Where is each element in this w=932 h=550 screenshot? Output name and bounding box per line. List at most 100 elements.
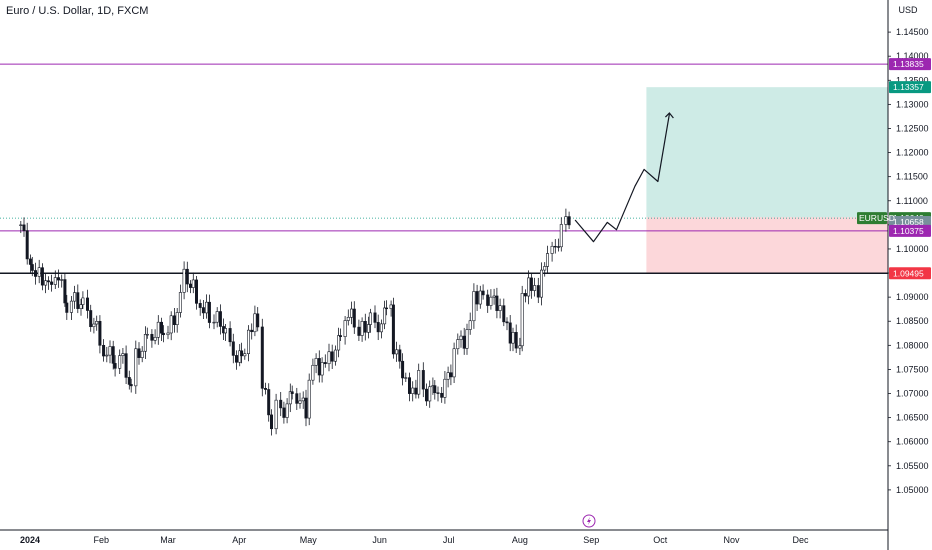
candle-up: [349, 308, 353, 318]
candle-up: [153, 336, 157, 341]
candle-up: [108, 346, 112, 356]
candle-up: [489, 296, 493, 306]
y-tick-label: 1.09000: [896, 292, 929, 302]
candle-up: [404, 377, 408, 379]
tag-target: [889, 81, 931, 94]
candle-down: [414, 387, 418, 395]
candle-down: [352, 308, 356, 328]
candle-down: [28, 258, 32, 265]
candle-up: [327, 351, 331, 365]
y-tick-label: 1.12000: [896, 148, 929, 158]
y-tick-label: 1.13000: [896, 99, 929, 109]
candle-down: [323, 362, 327, 365]
candle-up: [73, 292, 77, 302]
x-tick-label: May: [300, 535, 318, 545]
candle-up: [417, 370, 421, 395]
candle-up: [298, 400, 302, 404]
projection-path[interactable]: [574, 113, 670, 243]
candle-up: [224, 328, 228, 334]
candle-down: [30, 264, 34, 271]
candle-up: [468, 320, 472, 330]
stop-zone[interactable]: [646, 217, 888, 274]
candle-up: [452, 348, 456, 378]
candle-down: [424, 388, 428, 402]
y-tick-label: 1.06000: [896, 437, 929, 447]
candle-down: [317, 358, 321, 376]
candle-up: [428, 386, 432, 402]
candle-down: [160, 321, 164, 334]
candle-down: [240, 350, 244, 357]
candle-up: [383, 307, 387, 325]
candle-up: [212, 321, 216, 324]
candle-down: [207, 301, 211, 323]
candle-up: [520, 293, 524, 347]
candle-up: [285, 403, 289, 418]
candle-down: [282, 407, 286, 418]
symbol-title[interactable]: Euro / U.S. Dollar, 1D, FXCM: [6, 5, 149, 17]
candle-up: [274, 399, 278, 430]
candle-down: [46, 280, 50, 283]
candle-up: [465, 329, 469, 349]
candle-down: [56, 277, 60, 281]
candle-up: [53, 277, 57, 285]
candle-up: [288, 391, 292, 405]
y-tick-label: 1.05000: [896, 485, 929, 495]
candle-up: [366, 324, 370, 333]
candle-down: [376, 322, 380, 333]
candle-down: [231, 341, 235, 356]
candle-down: [433, 385, 437, 394]
x-tick-label: Aug: [512, 535, 528, 545]
candle-up: [143, 334, 147, 352]
candle-down: [384, 307, 388, 310]
candle-down: [421, 370, 425, 390]
candle-up: [238, 350, 242, 363]
candle-down: [161, 332, 165, 336]
candle-up: [247, 329, 251, 354]
candle-up: [492, 295, 496, 298]
candle-down: [449, 372, 453, 378]
candle-down: [198, 303, 202, 308]
candle-up: [518, 345, 522, 349]
candles: [19, 208, 571, 436]
x-tick-label: Dec: [792, 535, 809, 545]
candle-up: [346, 316, 350, 321]
candle-up: [564, 216, 568, 225]
candle-down: [567, 216, 571, 226]
candle-down: [505, 321, 509, 324]
candle-down: [398, 349, 402, 362]
candle-up: [314, 358, 318, 366]
candle-down: [111, 346, 115, 364]
candle-down: [357, 326, 361, 336]
candle-down: [172, 315, 176, 325]
y-tick-label: 1.07500: [896, 364, 929, 374]
y-tick-label: 1.05500: [896, 461, 929, 471]
y-tick-label: 1.11500: [896, 172, 928, 182]
candle-up: [145, 333, 149, 336]
candle-up: [543, 266, 547, 271]
candle-down: [508, 322, 512, 344]
candle-down: [63, 279, 67, 304]
candle-down: [65, 302, 69, 313]
tag-level-label: 1.10375: [893, 226, 924, 236]
candle-up: [178, 292, 182, 313]
candle-up: [533, 285, 537, 291]
tag-target-label: 1.13357: [893, 82, 924, 92]
candle-up: [539, 269, 543, 298]
y-tick-label: 1.13500: [896, 75, 929, 85]
candle-up: [456, 339, 460, 350]
lightning-icon-glyph: [587, 517, 591, 525]
y-tick-label: 1.08500: [896, 316, 929, 326]
tag-stop-label: 1.09495: [893, 268, 924, 278]
candle-up: [333, 349, 337, 362]
candle-up: [215, 311, 219, 323]
candle-up: [118, 355, 122, 369]
target-zone[interactable]: [646, 87, 888, 218]
y-tick-label: 1.11000: [896, 196, 928, 206]
candle-down: [391, 304, 395, 355]
currency-button[interactable]: USD: [898, 5, 918, 15]
candle-down: [523, 293, 527, 297]
candle-up: [121, 353, 125, 356]
candle-down: [50, 281, 54, 285]
candle-down: [129, 384, 133, 387]
